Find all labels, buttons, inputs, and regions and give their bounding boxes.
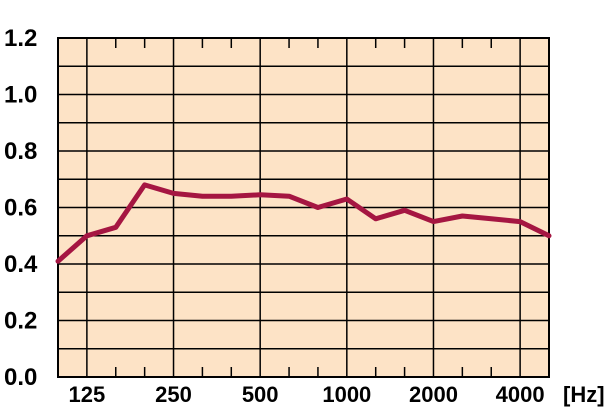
x-tick-label: 250: [155, 382, 192, 407]
y-tick-label: 1.2: [4, 25, 37, 52]
y-tick-label: 0.8: [4, 138, 37, 165]
y-tick-label: 0.4: [4, 251, 38, 278]
x-tick-label: 125: [69, 382, 106, 407]
x-axis-ticks: 125 250 500 1000 2000 4000: [69, 382, 545, 407]
x-unit-label: [Hz]: [563, 382, 605, 407]
x-tick-label: 2000: [409, 382, 458, 407]
series-line: [55, 182, 552, 264]
x-tick-label: 500: [242, 382, 279, 407]
y-tick-label: 0.6: [4, 195, 37, 222]
grid: [58, 38, 549, 377]
x-tick-label: 4000: [496, 382, 545, 407]
y-axis-ticks: 0.0 0.2 0.4 0.6 0.8 1.0 1.2: [4, 25, 38, 391]
y-tick-label: 1.0: [4, 82, 37, 109]
y-tick-label: 0.0: [4, 364, 37, 391]
x-tick-label: 1000: [322, 382, 371, 407]
y-tick-label: 0.2: [4, 308, 37, 335]
